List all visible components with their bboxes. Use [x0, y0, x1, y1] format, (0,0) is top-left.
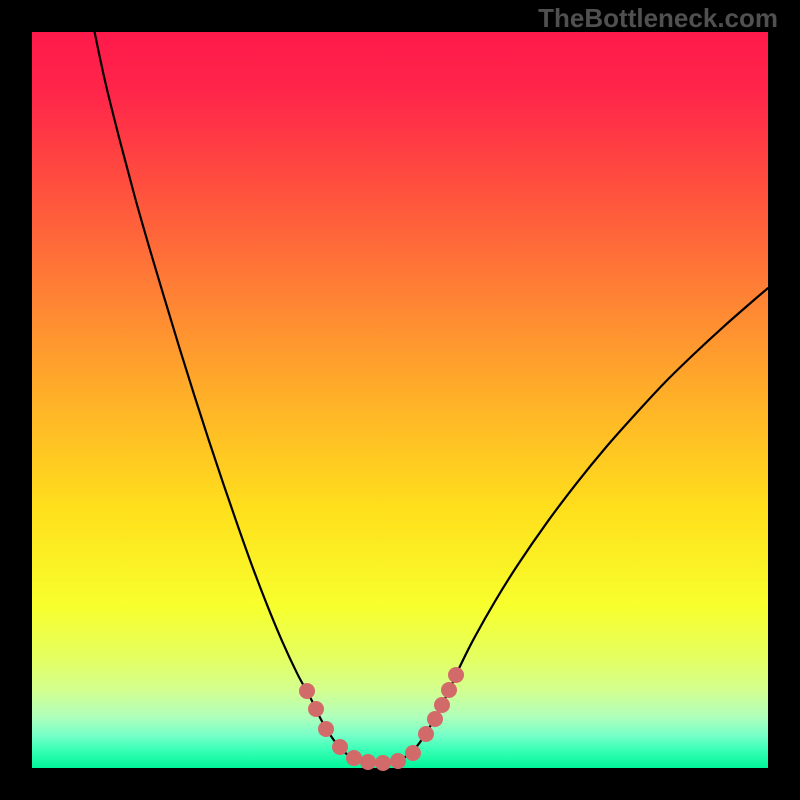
- highlight-dot: [360, 754, 376, 770]
- highlight-dot: [418, 726, 434, 742]
- highlight-dot: [318, 721, 334, 737]
- chart-frame: [0, 0, 800, 800]
- highlight-dot: [427, 711, 443, 727]
- highlight-dot: [405, 745, 421, 761]
- highlight-dot: [346, 750, 362, 766]
- plot-area: [32, 32, 768, 768]
- highlight-dot: [375, 755, 391, 771]
- highlight-dots-layer: [32, 32, 768, 768]
- highlight-dot: [441, 682, 457, 698]
- highlight-dot: [434, 697, 450, 713]
- watermark-text: TheBottleneck.com: [538, 3, 778, 34]
- highlight-dot: [448, 667, 464, 683]
- highlight-dot: [299, 683, 315, 699]
- highlight-dot: [390, 753, 406, 769]
- highlight-dot: [308, 701, 324, 717]
- highlight-dot: [332, 739, 348, 755]
